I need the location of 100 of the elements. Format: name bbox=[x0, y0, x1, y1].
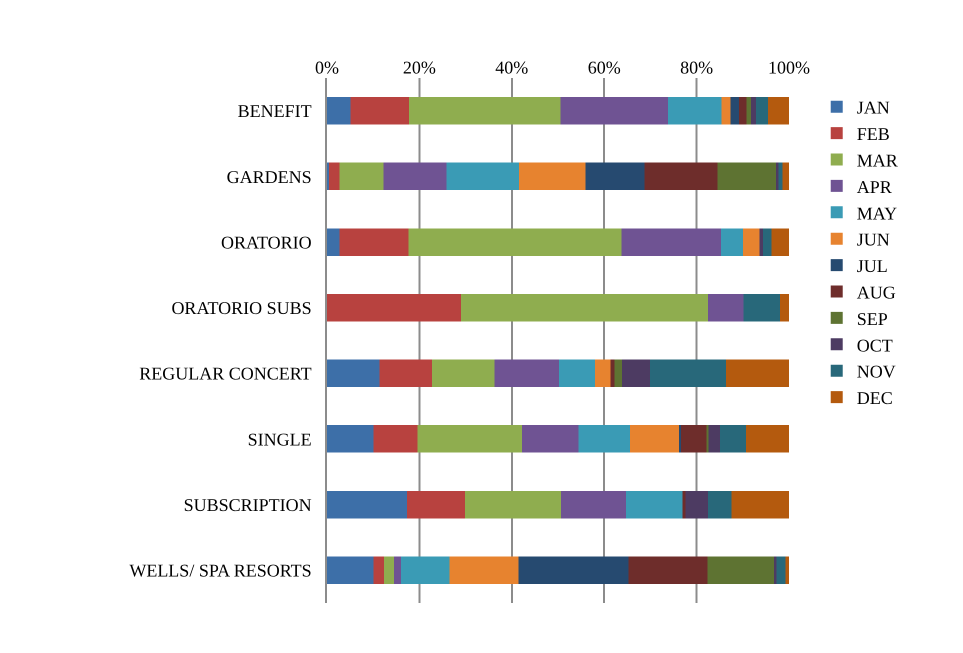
legend-label: AUG bbox=[856, 282, 896, 303]
bar bbox=[742, 228, 760, 256]
y-tick-label: SINGLE bbox=[248, 429, 312, 450]
legend-label: SEP bbox=[856, 308, 888, 329]
bar bbox=[418, 425, 522, 453]
bar bbox=[717, 162, 777, 190]
legend-label: FEB bbox=[856, 124, 890, 144]
bar bbox=[732, 490, 789, 518]
bar bbox=[494, 360, 559, 388]
bar bbox=[708, 490, 732, 518]
legend-label: JUL bbox=[856, 256, 888, 276]
bar bbox=[721, 228, 743, 256]
bar bbox=[327, 294, 461, 322]
bar bbox=[668, 97, 722, 125]
bar bbox=[621, 228, 722, 256]
y-tick-label: BENEFIT bbox=[238, 101, 312, 122]
bar bbox=[408, 228, 622, 256]
bar bbox=[626, 490, 682, 518]
bar bbox=[406, 490, 466, 518]
legend-label: OCT bbox=[856, 335, 893, 356]
bar bbox=[327, 556, 374, 584]
x-tick-label: 80% bbox=[680, 57, 714, 78]
bar bbox=[763, 228, 772, 256]
y-tick-label: SUBSCRIPTION bbox=[184, 494, 312, 515]
bar bbox=[374, 425, 418, 453]
bar bbox=[465, 490, 561, 518]
bar bbox=[782, 162, 789, 190]
bar bbox=[682, 490, 686, 518]
bar bbox=[384, 556, 394, 584]
bar bbox=[780, 294, 789, 322]
bar bbox=[708, 556, 774, 584]
bar bbox=[578, 425, 630, 453]
x-tick-label: 60% bbox=[588, 57, 621, 78]
bar bbox=[730, 97, 740, 125]
legend-label: JAN bbox=[856, 98, 890, 118]
y-tick-label: GARDENS bbox=[226, 166, 312, 187]
bar bbox=[778, 162, 783, 190]
legend-label: MAR bbox=[856, 150, 898, 171]
bar bbox=[686, 490, 708, 518]
bar bbox=[743, 294, 780, 322]
bar bbox=[449, 556, 518, 584]
bar bbox=[720, 425, 746, 453]
bar bbox=[560, 490, 626, 518]
bar bbox=[585, 162, 644, 190]
bar bbox=[327, 360, 380, 388]
bar bbox=[374, 556, 384, 584]
bar bbox=[708, 425, 720, 453]
bar bbox=[768, 97, 789, 125]
bar bbox=[708, 294, 744, 322]
y-tick-label: WELLS/ SPA RESORTS bbox=[129, 560, 312, 580]
x-tick-label: 0% bbox=[315, 57, 339, 78]
y-tick-label: ORATORIO SUBS bbox=[171, 298, 312, 318]
bar bbox=[751, 97, 756, 125]
bar bbox=[408, 97, 560, 125]
bar bbox=[746, 425, 789, 453]
x-tick-label: 20% bbox=[402, 57, 436, 78]
bar bbox=[519, 162, 586, 190]
legend-label: DEC bbox=[856, 388, 893, 408]
bar bbox=[327, 490, 407, 518]
bar bbox=[558, 360, 595, 388]
bar bbox=[339, 228, 408, 256]
bar bbox=[785, 556, 789, 584]
bar bbox=[339, 162, 384, 190]
bar bbox=[614, 360, 622, 388]
bar bbox=[350, 97, 409, 125]
bar bbox=[610, 360, 614, 388]
legend-label: NOV bbox=[856, 362, 896, 382]
bar bbox=[759, 228, 764, 256]
bar bbox=[628, 556, 708, 584]
legend-label: APR bbox=[856, 176, 892, 197]
bar bbox=[776, 556, 786, 584]
bar bbox=[446, 162, 520, 190]
bar bbox=[774, 556, 777, 584]
y-tick-label: ORATORIO bbox=[220, 232, 312, 252]
bar bbox=[594, 360, 611, 388]
bar bbox=[328, 162, 340, 190]
bar bbox=[383, 162, 447, 190]
bar bbox=[722, 97, 730, 125]
bar bbox=[460, 294, 708, 322]
bar bbox=[400, 556, 450, 584]
bar bbox=[522, 425, 578, 453]
bar bbox=[518, 556, 629, 584]
bar bbox=[560, 97, 668, 125]
legend-label: MAY bbox=[856, 203, 898, 224]
bar bbox=[622, 360, 650, 388]
bar bbox=[726, 360, 789, 388]
bar bbox=[432, 360, 495, 388]
x-tick-label: 100% bbox=[768, 57, 810, 78]
y-tick-label: REGULAR CONCERT bbox=[139, 364, 312, 384]
bar bbox=[680, 425, 706, 453]
bar bbox=[746, 97, 752, 125]
bar bbox=[327, 425, 374, 453]
bar bbox=[739, 97, 746, 125]
bar bbox=[394, 556, 401, 584]
bar bbox=[630, 425, 680, 453]
bar bbox=[756, 97, 768, 125]
bar bbox=[327, 97, 351, 125]
bar bbox=[644, 162, 718, 190]
bar bbox=[327, 228, 340, 256]
bar bbox=[771, 228, 789, 256]
